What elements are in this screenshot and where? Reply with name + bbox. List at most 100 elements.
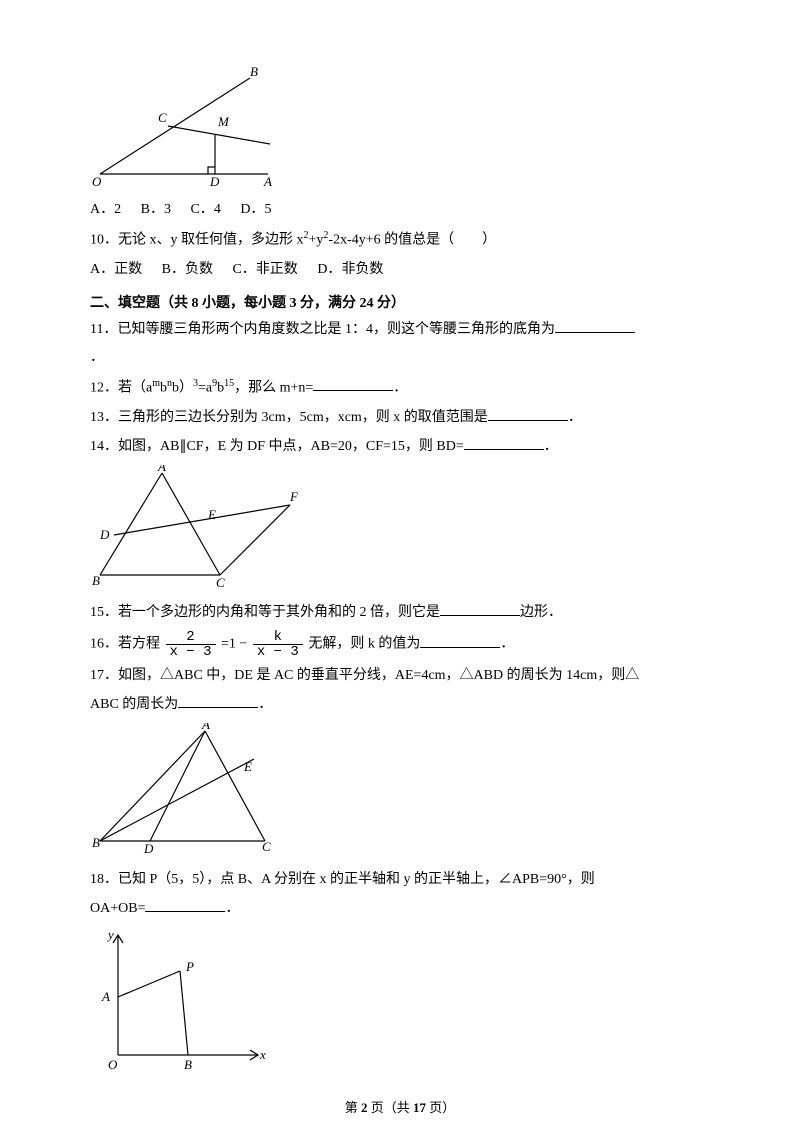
q16-f2d: x − 3 <box>253 645 303 659</box>
q18-figure: O A B P x y <box>90 927 710 1082</box>
q17-diagram: A B C D E <box>90 723 290 858</box>
q10-m2: -2x-4y+6 的值总是（ ） <box>328 233 496 248</box>
q15-blank <box>440 601 520 616</box>
q10-opt-a-val: 正数 <box>114 262 142 277</box>
q17-l1: 17．如图，△ABC 中，DE 是 AC 的垂直平分线，AE=4cm，△ABD … <box>90 665 710 687</box>
q16: 16．若方程 2x − 3 =1 − kx − 3 无解，则 k 的值为． <box>90 630 710 659</box>
q16-f1n: 2 <box>166 630 216 645</box>
q16-frac2: kx − 3 <box>253 630 303 659</box>
q12-pre: 12．若（a <box>90 380 152 395</box>
q11: 11．已知等腰三角形两个内角度数之比是 1：4，则这个等腰三角形的底角为 <box>90 318 710 341</box>
q12-blank <box>313 376 393 391</box>
q9-opt-a: A．2 <box>90 198 121 218</box>
q12: 12．若（ambnb）3=a9b15，那么 m+n=． <box>90 376 710 400</box>
q9-opt-d-val: 5 <box>264 202 271 217</box>
q10-text: 10．无论 x、y 取任何值，多边形 x2+y2-2x-4y+6 的值总是（ ） <box>90 228 710 252</box>
q13: 13．三角形的三边长分别为 3cm，5cm，xcm，则 x 的取值范围是． <box>90 406 710 429</box>
q14: 14．如图，AB∥CF，E 为 DF 中点，AB=20，CF=15，则 BD= ． <box>90 435 710 458</box>
q11-suffix: ． <box>90 347 710 369</box>
q17-text2: ABC 的周长为 <box>90 697 178 712</box>
q12-eq: =a <box>198 380 212 395</box>
footer-pre: 第 <box>345 1100 361 1115</box>
q17-blank <box>178 693 258 708</box>
q9-opt-a-val: 2 <box>114 202 121 217</box>
footer-post: 页） <box>426 1100 455 1115</box>
q14-suf: ． <box>544 439 558 454</box>
q16-frac1: 2x − 3 <box>166 630 216 659</box>
q16-suf: ． <box>500 637 514 652</box>
svg-text:x: x <box>259 1047 266 1062</box>
svg-text:B: B <box>250 64 258 79</box>
svg-text:A: A <box>157 465 166 474</box>
svg-text:D: D <box>99 527 110 542</box>
q9-figure: O D A C M B <box>90 64 710 194</box>
svg-text:P: P <box>185 959 194 974</box>
q17-figure: A B C D E <box>90 723 710 863</box>
svg-text:M: M <box>217 114 230 129</box>
svg-text:E: E <box>207 507 216 522</box>
svg-text:E: E <box>243 759 252 774</box>
q18-text2: OA+OB= <box>90 901 145 916</box>
q17-l2: ABC 的周长为． <box>90 693 710 716</box>
q16-f2n: k <box>253 630 303 645</box>
q18-l2: OA+OB= ． <box>90 897 710 920</box>
q10-opt-b: B．负数 <box>162 258 213 278</box>
q18-suf: ． <box>225 901 239 916</box>
svg-text:A: A <box>201 723 210 732</box>
q10-options: A．正数 B．负数 C．非正数 D．非负数 <box>90 258 710 278</box>
q13-suf: ． <box>568 410 582 425</box>
q14-figure: A B C D E F <box>90 465 710 595</box>
svg-text:D: D <box>209 174 220 189</box>
svg-text:C: C <box>216 575 225 590</box>
page-footer: 第 2 页（共 17 页） <box>0 1097 800 1116</box>
q10-opt-c: C．非正数 <box>232 258 297 278</box>
q10-opt-d: D．非负数 <box>317 258 383 278</box>
q18-l1: 18．已知 P（5，5），点 B、A 分别在 x 的正半轴和 y 的正半轴上，∠… <box>90 869 710 891</box>
svg-text:F: F <box>289 489 299 504</box>
svg-text:C: C <box>262 839 271 854</box>
q12-mid2: b） <box>172 380 193 395</box>
q15: 15．若一个多边形的内角和等于其外角和的 2 倍，则它是 边形． <box>90 601 710 624</box>
q18-diagram: O A B P x y <box>90 927 270 1077</box>
q16-f1d: x − 3 <box>166 645 216 659</box>
svg-text:B: B <box>92 573 100 588</box>
q16-post: 无解，则 k 的值为 <box>308 637 420 652</box>
q13-blank <box>488 406 568 421</box>
footer-total: 17 <box>413 1100 426 1115</box>
q14-text: 14．如图，AB∥CF，E 为 DF 中点，AB=20，CF=15，则 BD= <box>90 439 464 454</box>
q10-opt-c-val: 非正数 <box>256 262 298 277</box>
q12-suf: ． <box>393 380 407 395</box>
q9-opt-b-val: 3 <box>164 202 171 217</box>
q14-blank <box>464 435 544 450</box>
svg-text:A: A <box>263 174 272 189</box>
q9-opt-c-val: 4 <box>214 202 221 217</box>
q9-opt-c: C．4 <box>190 198 220 218</box>
q16-mid: =1 − <box>221 637 247 652</box>
svg-text:A: A <box>101 989 110 1004</box>
q14-diagram: A B C D E F <box>90 465 300 590</box>
q11-blank <box>555 318 635 333</box>
q11-text: 11．已知等腰三角形两个内角度数之比是 1：4，则这个等腰三角形的底角为 <box>90 322 555 337</box>
q9-diagram: O D A C M B <box>90 64 280 189</box>
svg-text:C: C <box>158 110 167 125</box>
svg-text:D: D <box>143 841 154 856</box>
q12-post: ，那么 m+n= <box>234 380 313 395</box>
q16-blank <box>420 633 500 648</box>
svg-text:B: B <box>92 835 100 850</box>
q15-suf: 边形． <box>520 605 562 620</box>
svg-text:O: O <box>92 174 102 189</box>
q10-opt-a: A．正数 <box>90 258 142 278</box>
q9-options: A．2 B．3 C．4 D．5 <box>90 198 710 218</box>
q15-text: 15．若一个多边形的内角和等于其外角和的 2 倍，则它是 <box>90 605 440 620</box>
q10-opt-d-val: 非负数 <box>341 262 383 277</box>
q12-mid1: b <box>160 380 167 395</box>
q12-m: m <box>152 378 160 389</box>
q9-opt-b: B．3 <box>141 198 171 218</box>
svg-text:y: y <box>106 927 114 942</box>
svg-text:O: O <box>108 1057 118 1072</box>
section2-header: 二、填空题（共 8 小题，每小题 3 分，满分 24 分） <box>90 292 710 312</box>
q18-blank <box>145 897 225 912</box>
q10-pre: 10．无论 x、y 取任何值，多边形 x <box>90 233 304 248</box>
q9-opt-d: D．5 <box>240 198 271 218</box>
footer-mid: 页（共 <box>367 1100 413 1115</box>
